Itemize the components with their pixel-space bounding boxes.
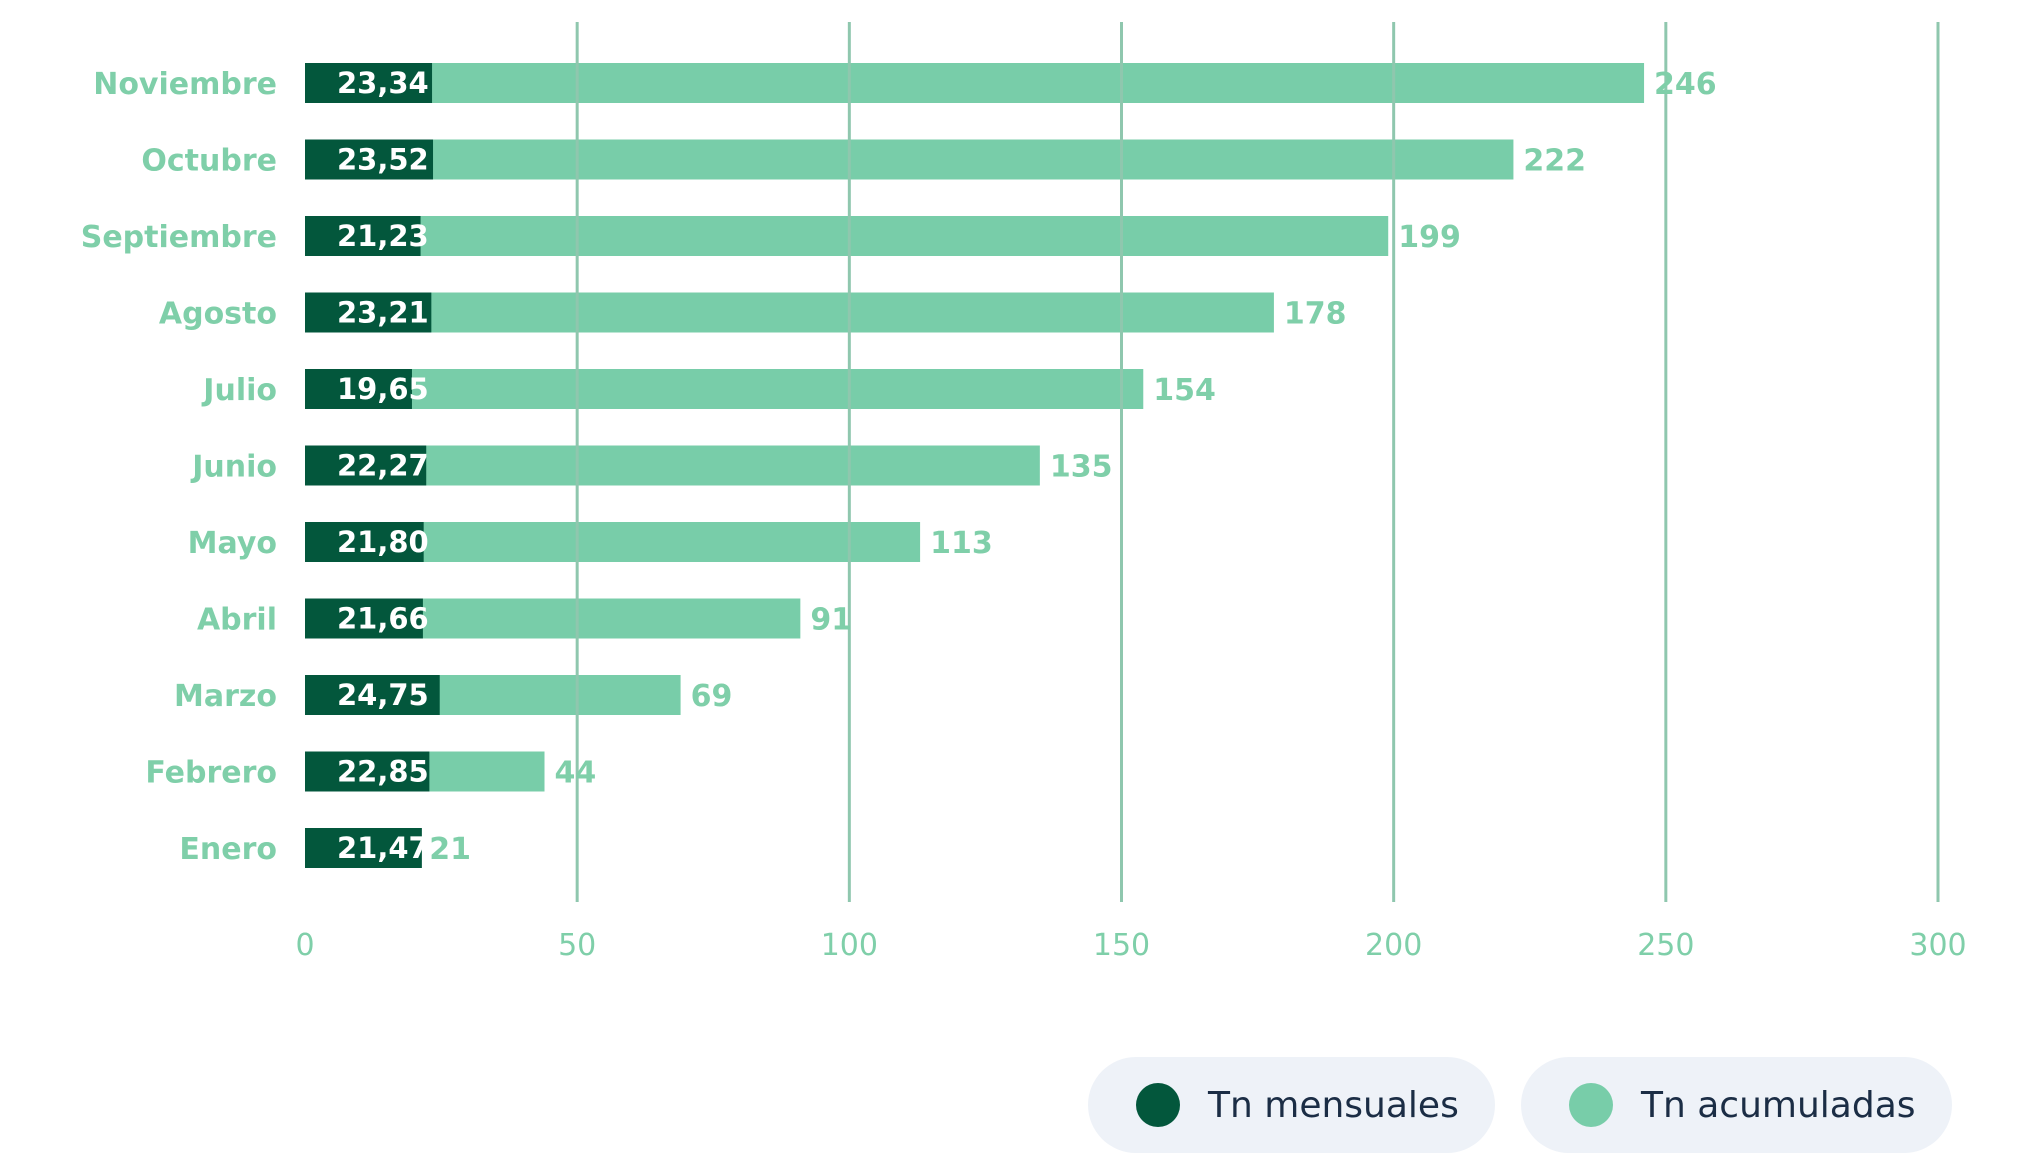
legend-item-monthly: Tn mensuales — [1088, 1057, 1495, 1153]
value-label-accumulated: 44 — [555, 756, 597, 791]
bar-monthly — [305, 63, 433, 103]
value-label-accumulated: 91 — [810, 603, 852, 638]
category-label: Mayo — [188, 526, 277, 561]
value-label-monthly: 22,85 — [337, 755, 429, 789]
bar-monthly — [305, 292, 432, 333]
category-label: Septiembre — [81, 220, 277, 255]
category-label: Octubre — [141, 144, 277, 179]
category-label: Marzo — [174, 679, 277, 714]
legend-swatch-monthly — [1136, 1083, 1180, 1127]
bar-accumulated — [305, 139, 1514, 180]
bar-monthly — [305, 828, 422, 868]
value-label-monthly: 23,52 — [337, 143, 429, 177]
category-label: Noviembre — [93, 67, 277, 102]
bar-monthly — [305, 369, 412, 409]
category-label: Enero — [179, 832, 277, 867]
value-label-monthly: 22,27 — [337, 449, 429, 483]
value-label-accumulated: 69 — [691, 679, 733, 714]
value-label-accumulated: 135 — [1050, 450, 1113, 485]
value-label-accumulated: 222 — [1523, 144, 1586, 179]
legend-label-accumulated: Tn acumuladas — [1641, 1084, 1916, 1126]
bar-monthly — [305, 522, 424, 562]
bar-monthly — [305, 445, 427, 486]
x-tick-label: 0 — [295, 928, 314, 963]
x-tick-label: 300 — [1909, 928, 1966, 963]
legend-item-accumulated: Tn acumuladas — [1521, 1057, 1952, 1153]
x-tick-label: 200 — [1365, 928, 1422, 963]
value-label-monthly: 21,66 — [337, 602, 429, 636]
legend: Tn mensuales Tn acumuladas — [1088, 1057, 1952, 1153]
bar-accumulated — [305, 292, 1274, 333]
x-tick-label: 100 — [821, 928, 878, 963]
value-label-accumulated: 154 — [1153, 373, 1216, 408]
bar-monthly — [305, 598, 423, 639]
category-label: Julio — [201, 373, 277, 408]
bar-accumulated — [305, 216, 1389, 256]
x-tick-label: 150 — [1093, 928, 1150, 963]
value-label-monthly: 19,65 — [337, 372, 429, 406]
category-label: Junio — [190, 450, 277, 485]
bar-chart: Noviembre 23,34 246 Octubre 23,52 222 Septiemb… — [81, 22, 1967, 963]
bar-monthly — [305, 139, 434, 180]
bar-monthly — [305, 216, 421, 256]
value-label-accumulated: 21 — [429, 832, 471, 867]
value-label-monthly: 21,47 — [337, 831, 429, 865]
value-label-accumulated: 199 — [1398, 220, 1461, 255]
value-label-monthly: 21,80 — [337, 525, 429, 559]
value-label-monthly: 21,23 — [337, 219, 429, 253]
value-label-monthly: 24,75 — [337, 678, 429, 712]
category-label: Agosto — [159, 297, 277, 332]
legend-swatch-accumulated — [1569, 1083, 1613, 1127]
value-label-accumulated: 178 — [1284, 297, 1347, 332]
bar-accumulated — [305, 445, 1040, 486]
x-tick-label: 250 — [1637, 928, 1694, 963]
bar-accumulated — [305, 63, 1645, 103]
bar-accumulated — [305, 369, 1144, 409]
bar-monthly — [305, 675, 440, 715]
legend-label-monthly: Tn mensuales — [1208, 1084, 1459, 1126]
x-tick-label: 50 — [558, 928, 596, 963]
bar-monthly — [305, 751, 430, 792]
value-label-accumulated: 246 — [1654, 67, 1717, 102]
category-label: Abril — [197, 603, 277, 638]
value-label-accumulated: 113 — [930, 526, 993, 561]
value-label-monthly: 23,21 — [337, 296, 429, 330]
value-label-monthly: 23,34 — [337, 66, 429, 100]
category-label: Febrero — [145, 756, 277, 791]
